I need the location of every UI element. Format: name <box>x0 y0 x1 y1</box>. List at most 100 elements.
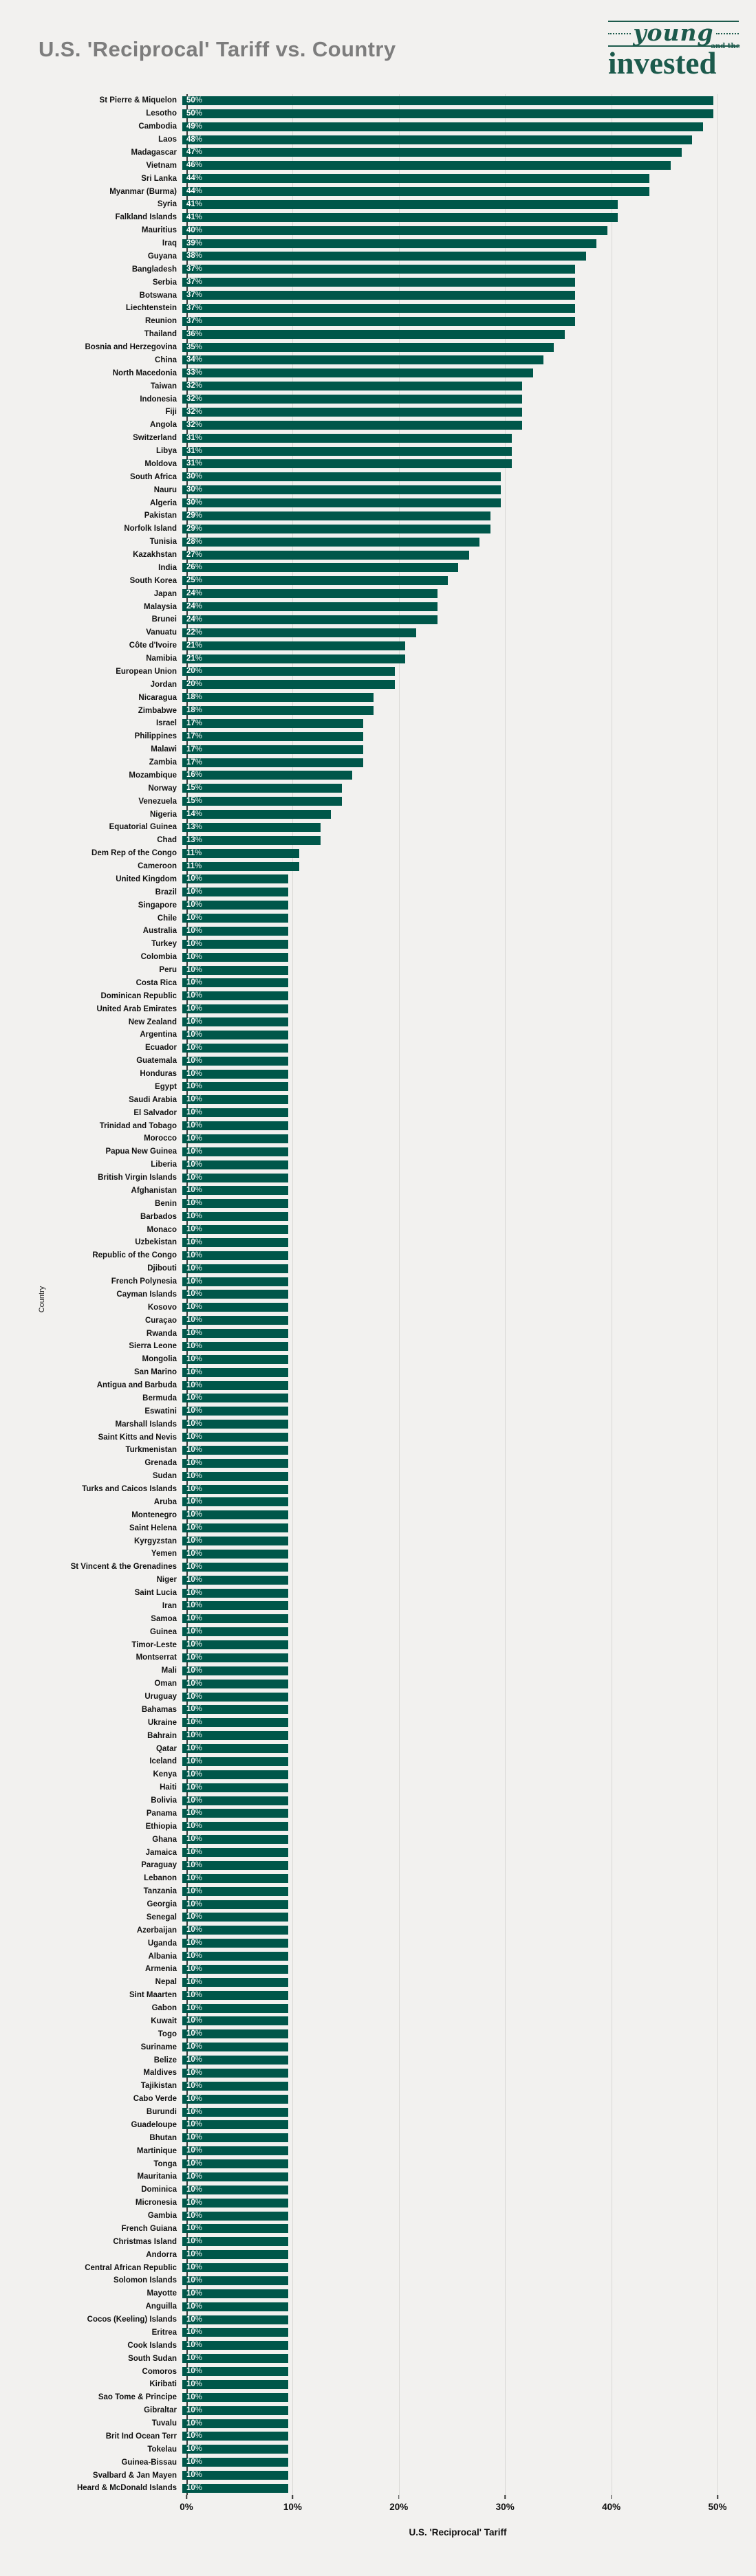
bar-row: Iceland 10% <box>0 1755 756 1768</box>
country-label: Dem Rep of the Congo <box>91 849 177 858</box>
country-label: Norway <box>148 784 177 793</box>
bar-row: Sierra Leone 10% <box>0 1340 756 1353</box>
tariff-bar: 17% <box>182 731 363 741</box>
bar-value-label: 10% <box>186 2224 203 2233</box>
tariff-bar: 37% <box>182 265 576 274</box>
bar-row: Benin 10% <box>0 1197 756 1210</box>
logo-and-the-text: and the <box>711 43 740 50</box>
bar-row: Venezuela 15% <box>0 795 756 808</box>
bar-track: 10% <box>182 1548 724 1561</box>
country-label: Rwanda <box>146 1329 177 1338</box>
bar-value-label: 38% <box>186 252 203 261</box>
bar-track: 31% <box>182 458 724 471</box>
country-label: Andorra <box>146 2250 177 2259</box>
country-label: Israel <box>155 719 177 728</box>
tariff-bar: 10% <box>182 2081 289 2091</box>
bar-row: Namibia 21% <box>0 652 756 665</box>
tariff-bar: 10% <box>182 1056 289 1066</box>
country-label: Tunisia <box>149 538 177 547</box>
bar-track: 10% <box>182 1976 724 1989</box>
bar-value-label: 28% <box>186 537 203 546</box>
country-label: Uruguay <box>144 1693 177 1702</box>
bar-value-label: 32% <box>186 407 203 416</box>
country-label: Azerbaijan <box>136 1926 177 1935</box>
bar-row: Zambia 17% <box>0 756 756 769</box>
bar-track: 30% <box>182 496 724 509</box>
bar-row: Uganda 10% <box>0 1937 756 1950</box>
bar-track: 10% <box>182 2027 724 2040</box>
bar-value-label: 10% <box>186 1614 203 1623</box>
bar-row: Eritrea 10% <box>0 2326 756 2340</box>
bar-value-label: 10% <box>186 939 203 948</box>
bar-row: Lebanon 10% <box>0 1872 756 1885</box>
x-axis-tick <box>504 2495 506 2499</box>
country-label: Libya <box>155 447 177 456</box>
country-label: Ethiopia <box>145 1822 177 1831</box>
x-axis-tick-label: 10% <box>283 2502 302 2512</box>
bar-value-label: 10% <box>186 1186 203 1195</box>
bar-track: 28% <box>182 536 724 549</box>
tariff-bar: 15% <box>182 784 342 793</box>
logo-dotted-rule-right <box>715 33 739 34</box>
bar-track: 20% <box>182 678 724 691</box>
bar-value-label: 10% <box>186 1237 203 1246</box>
bar-row: South Africa 30% <box>0 470 756 483</box>
tariff-bar: 37% <box>182 278 576 287</box>
tariff-bar: 10% <box>182 2315 289 2324</box>
bar-value-label: 37% <box>186 265 203 274</box>
bar-row: North Macedonia 33% <box>0 366 756 379</box>
bar-row: Brit Ind Ocean Terr 10% <box>0 2430 756 2443</box>
bar-value-label: 46% <box>186 161 203 170</box>
tariff-bar: 32% <box>182 407 523 417</box>
bar-row: Dem Rep of the Congo 11% <box>0 847 756 860</box>
bar-value-label: 10% <box>186 1484 203 1493</box>
country-label: San Marino <box>134 1368 177 1377</box>
bar-track: 10% <box>182 1911 724 1924</box>
bar-row: India 26% <box>0 562 756 575</box>
bar-track: 10% <box>182 1820 724 1833</box>
bar-track: 10% <box>182 1379 724 1392</box>
x-axis-title: U.S. 'Reciprocal' Tariff <box>409 2527 507 2538</box>
bar-value-label: 10% <box>186 2445 203 2454</box>
country-label: New Zealand <box>128 1017 177 1026</box>
country-label: Uzbekistan <box>135 1238 177 1247</box>
bar-track: 10% <box>182 1119 724 1132</box>
bar-track: 10% <box>182 1249 724 1262</box>
bar-row: Algeria 30% <box>0 496 756 509</box>
bar-row: Anguilla 10% <box>0 2300 756 2313</box>
bar-track: 10% <box>182 2170 724 2183</box>
bar-row: Samoa 10% <box>0 1612 756 1625</box>
bar-row: Côte d'Ivoire 21% <box>0 639 756 652</box>
tariff-bar: 30% <box>182 485 501 495</box>
bar-row: Nigeria 14% <box>0 808 756 821</box>
bar-track: 41% <box>182 211 724 224</box>
bar-row: Bhutan 10% <box>0 2131 756 2144</box>
country-label: Eritrea <box>151 2328 177 2337</box>
country-label: Nepal <box>155 1978 177 1987</box>
country-label: Burundi <box>146 2108 177 2117</box>
bar-value-label: 39% <box>186 239 203 247</box>
tariff-bar: 10% <box>182 1562 289 1572</box>
bar-row: Cayman Islands 10% <box>0 1288 756 1301</box>
bar-row: Turkmenistan 10% <box>0 1444 756 1457</box>
country-label: Indonesia <box>140 395 177 404</box>
bar-track: 10% <box>182 1846 724 1859</box>
bar-value-label: 10% <box>186 1964 203 1973</box>
bar-row: Philippines 17% <box>0 730 756 743</box>
bar-row: Tuvalu 10% <box>0 2417 756 2430</box>
country-label: Comoros <box>142 2367 177 2376</box>
bar-track: 10% <box>182 1781 724 1794</box>
country-label: Niger <box>156 1576 177 1585</box>
bar-value-label: 10% <box>186 1316 203 1325</box>
bar-track: 10% <box>182 1521 724 1534</box>
bar-value-label: 24% <box>186 602 203 611</box>
bar-value-label: 10% <box>186 1420 203 1429</box>
country-label: Japan <box>153 589 177 598</box>
bar-value-label: 50% <box>186 109 203 118</box>
bar-row: Cabo Verde 10% <box>0 2093 756 2106</box>
tariff-bar: 10% <box>182 1964 289 1974</box>
bar-track: 49% <box>182 120 724 133</box>
bar-value-label: 10% <box>186 1537 203 1545</box>
country-label: Botswana <box>139 291 177 300</box>
bar-row: Montserrat 10% <box>0 1651 756 1664</box>
